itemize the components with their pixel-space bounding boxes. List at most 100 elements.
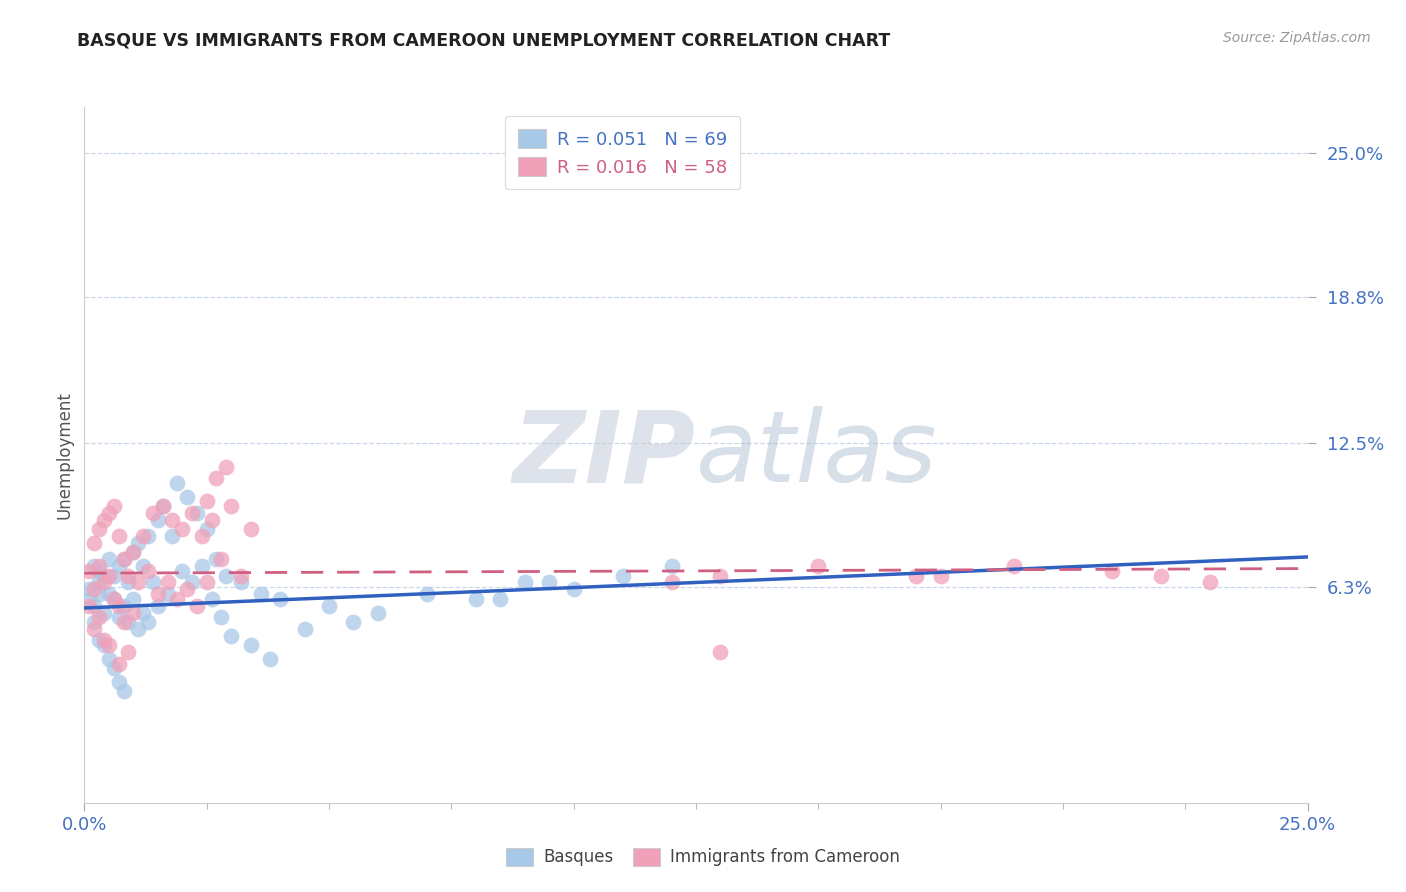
- Point: [342, 615, 364, 629]
- Point: [269, 591, 291, 606]
- Point: [219, 629, 242, 643]
- Point: [83, 536, 105, 550]
- Point: [122, 545, 145, 559]
- Point: [191, 559, 214, 574]
- Point: [97, 506, 120, 520]
- Point: [107, 529, 129, 543]
- Text: ZIP: ZIP: [513, 407, 696, 503]
- Point: [186, 506, 208, 520]
- Point: [195, 494, 218, 508]
- Point: [107, 657, 129, 671]
- Point: [200, 591, 222, 606]
- Point: [152, 499, 174, 513]
- Point: [93, 513, 115, 527]
- Point: [112, 599, 135, 613]
- Point: [77, 564, 100, 578]
- Point: [156, 575, 179, 590]
- Point: [136, 564, 159, 578]
- Point: [77, 582, 100, 597]
- Point: [172, 564, 194, 578]
- Point: [489, 591, 512, 606]
- Point: [93, 606, 115, 620]
- Point: [176, 490, 198, 504]
- Point: [156, 587, 179, 601]
- Point: [209, 610, 232, 624]
- Point: [97, 568, 120, 582]
- Point: [249, 587, 271, 601]
- Point: [83, 615, 105, 629]
- Y-axis label: Unemployment: Unemployment: [55, 391, 73, 519]
- Point: [127, 575, 149, 590]
- Point: [709, 645, 731, 659]
- Point: [1198, 575, 1220, 590]
- Point: [146, 587, 169, 601]
- Point: [136, 615, 159, 629]
- Point: [229, 568, 252, 582]
- Point: [97, 587, 120, 601]
- Point: [538, 575, 561, 590]
- Point: [294, 622, 316, 636]
- Point: [87, 564, 110, 578]
- Point: [215, 568, 238, 582]
- Point: [229, 575, 252, 590]
- Point: [709, 568, 731, 582]
- Point: [112, 552, 135, 566]
- Point: [93, 575, 115, 590]
- Text: BASQUE VS IMMIGRANTS FROM CAMEROON UNEMPLOYMENT CORRELATION CHART: BASQUE VS IMMIGRANTS FROM CAMEROON UNEMP…: [77, 31, 890, 49]
- Point: [807, 559, 830, 574]
- Point: [929, 568, 952, 582]
- Point: [200, 513, 222, 527]
- Point: [205, 471, 228, 485]
- Point: [146, 599, 169, 613]
- Point: [162, 529, 184, 543]
- Point: [172, 522, 194, 536]
- Point: [103, 591, 125, 606]
- Point: [117, 575, 139, 590]
- Point: [259, 652, 281, 666]
- Point: [87, 559, 110, 574]
- Point: [127, 622, 149, 636]
- Point: [142, 575, 165, 590]
- Point: [97, 638, 120, 652]
- Point: [107, 599, 129, 613]
- Point: [122, 545, 145, 559]
- Point: [112, 684, 135, 698]
- Point: [136, 529, 159, 543]
- Point: [209, 552, 232, 566]
- Point: [103, 568, 125, 582]
- Point: [416, 587, 439, 601]
- Point: [367, 606, 389, 620]
- Point: [181, 506, 204, 520]
- Point: [93, 638, 115, 652]
- Point: [87, 587, 110, 601]
- Point: [97, 652, 120, 666]
- Point: [905, 568, 928, 582]
- Point: [93, 633, 115, 648]
- Point: [661, 559, 683, 574]
- Point: [181, 575, 204, 590]
- Point: [205, 552, 228, 566]
- Point: [1002, 559, 1025, 574]
- Legend: Basques, Immigrants from Cameroon: Basques, Immigrants from Cameroon: [498, 839, 908, 875]
- Point: [166, 591, 188, 606]
- Point: [142, 506, 165, 520]
- Point: [117, 615, 139, 629]
- Text: Source: ZipAtlas.com: Source: ZipAtlas.com: [1223, 31, 1371, 45]
- Point: [103, 661, 125, 675]
- Point: [122, 591, 145, 606]
- Point: [1150, 568, 1173, 582]
- Point: [87, 522, 110, 536]
- Point: [1101, 564, 1123, 578]
- Point: [195, 522, 218, 536]
- Legend: R = 0.051   N = 69, R = 0.016   N = 58: R = 0.051 N = 69, R = 0.016 N = 58: [505, 116, 740, 189]
- Point: [176, 582, 198, 597]
- Point: [83, 559, 105, 574]
- Point: [122, 606, 145, 620]
- Point: [127, 536, 149, 550]
- Point: [77, 591, 100, 606]
- Point: [97, 552, 120, 566]
- Point: [464, 591, 486, 606]
- Point: [239, 638, 262, 652]
- Text: atlas: atlas: [696, 407, 938, 503]
- Point: [112, 552, 135, 566]
